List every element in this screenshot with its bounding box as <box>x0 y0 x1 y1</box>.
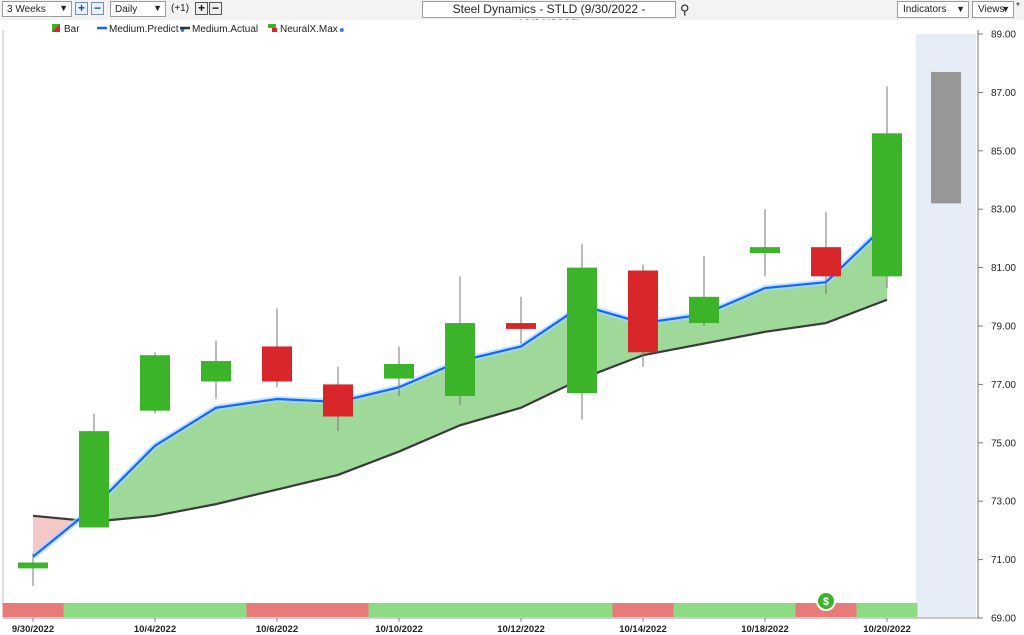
y-tick-label: 83.00 <box>991 205 1016 216</box>
x-tick-label: 10/14/2022 <box>619 624 667 635</box>
y-tick-label: 89.00 <box>991 30 1016 41</box>
increase-offset-button[interactable]: + <box>195 2 208 15</box>
period-select[interactable]: 3 Weeks ▼ <box>2 1 72 17</box>
candle-body[interactable] <box>628 270 658 353</box>
period-value: 3 Weeks <box>7 4 46 15</box>
signal-cell <box>612 603 674 617</box>
band-green <box>277 399 338 490</box>
y-tick-label: 81.00 <box>991 263 1016 274</box>
y-tick-label: 69.00 <box>991 614 1016 625</box>
x-tick-label: 10/20/2022 <box>863 624 911 635</box>
legend-label: Medium.Predict <box>109 24 179 35</box>
chevron-down-icon: ▼ <box>956 4 965 14</box>
x-tick-label: 10/10/2022 <box>375 624 423 635</box>
views-dropdown[interactable]: Views ▼ <box>972 1 1014 18</box>
neuralx-legend-icon <box>272 28 277 32</box>
band-green <box>521 305 582 408</box>
y-tick-label: 71.00 <box>991 555 1016 566</box>
signal-cell <box>124 603 186 617</box>
x-tick-label: 10/4/2022 <box>134 624 176 635</box>
decrease-period-button[interactable]: − <box>91 2 104 15</box>
legend-label: NeuralX.Max <box>280 24 338 35</box>
medium-actual-line <box>32 298 888 523</box>
candle-body[interactable] <box>750 247 780 253</box>
band-green <box>643 314 704 356</box>
x-tick-label: 10/6/2022 <box>256 624 298 635</box>
signal-cell <box>63 603 125 617</box>
views-star: * <box>1016 1 1020 12</box>
signal-cell <box>368 603 430 617</box>
candle-body[interactable] <box>872 133 902 277</box>
chevron-down-icon: ▼ <box>59 3 68 13</box>
signal-cell <box>185 603 247 617</box>
candle-body[interactable] <box>262 346 292 382</box>
forecast-bar <box>931 71 961 204</box>
indicators-label: Indicators <box>903 4 947 15</box>
band-green <box>338 387 399 475</box>
interval-select[interactable]: Daily ▼ <box>110 1 166 17</box>
candle-body[interactable] <box>140 355 170 411</box>
candle-body[interactable] <box>689 296 719 324</box>
x-tick-label: 9/30/2022 <box>12 624 54 635</box>
band-green <box>826 223 887 324</box>
signal-cell <box>2 603 64 617</box>
y-tick-label: 75.00 <box>991 438 1016 449</box>
views-label: Views <box>978 4 1005 15</box>
candle-body[interactable] <box>201 361 231 382</box>
chevron-down-icon: ▼ <box>1001 4 1010 14</box>
offset-label: (+1) <box>171 3 190 14</box>
candle-body[interactable] <box>445 323 475 397</box>
y-tick-label: 79.00 <box>991 322 1016 333</box>
chevron-down-icon: ▼ <box>153 3 162 13</box>
legend-label: Bar <box>64 24 80 35</box>
signal-cell <box>734 603 796 617</box>
signal-cell <box>856 603 918 617</box>
y-tick-label: 87.00 <box>991 88 1016 99</box>
y-tick-label: 73.00 <box>991 497 1016 508</box>
bar-legend-icon <box>52 24 60 32</box>
signal-cell <box>551 603 613 617</box>
decrease-offset-button[interactable]: − <box>209 2 222 15</box>
y-tick-label: 77.00 <box>991 380 1016 391</box>
band-green <box>460 346 521 426</box>
candle-body[interactable] <box>567 267 597 394</box>
candle-body[interactable] <box>323 384 353 417</box>
candle-body[interactable] <box>18 562 48 569</box>
toolbar: 3 Weeks ▼ + − Daily ▼ (+1) + − Steel Dyn… <box>0 0 1024 31</box>
band-green <box>216 399 277 505</box>
signal-cell <box>490 603 552 617</box>
y-tick-label: 85.00 <box>991 146 1016 157</box>
band-green <box>704 288 765 344</box>
band-green <box>765 282 826 332</box>
candle-body[interactable] <box>811 247 841 277</box>
info-icon <box>339 28 344 32</box>
signal-cell <box>429 603 491 617</box>
search-icon[interactable]: ⚲ <box>680 2 690 17</box>
x-tick-label: 10/18/2022 <box>741 624 789 635</box>
interval-value: Daily <box>115 4 138 15</box>
increase-period-button[interactable]: + <box>75 2 88 15</box>
x-tick-label: 10/12/2022 <box>497 624 545 635</box>
band-green <box>155 407 216 516</box>
neuralx-legend-icon <box>268 24 276 28</box>
dollar-signal-icon[interactable] <box>816 591 836 611</box>
signal-cell <box>673 603 735 617</box>
signal-cell <box>307 603 369 617</box>
candle-body[interactable] <box>79 431 109 528</box>
legend-label: Medium.Actual <box>192 24 258 35</box>
candle-body[interactable] <box>384 363 414 379</box>
dollar-signal-symbol: $ <box>823 596 829 608</box>
candle-body[interactable] <box>506 323 536 329</box>
signal-cell <box>246 603 308 617</box>
indicators-dropdown[interactable]: Indicators ▼ <box>897 1 969 18</box>
